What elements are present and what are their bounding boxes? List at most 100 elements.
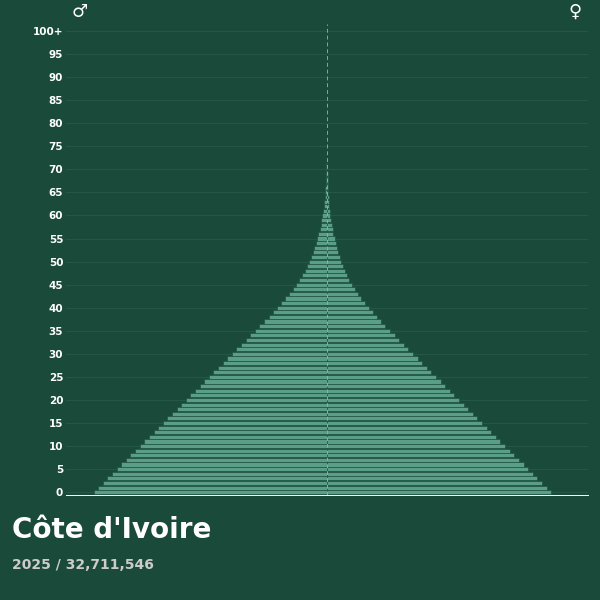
Bar: [311, 255, 327, 259]
Bar: [327, 416, 478, 421]
Bar: [327, 444, 505, 448]
Bar: [327, 481, 542, 485]
Bar: [200, 384, 327, 388]
Bar: [289, 292, 327, 296]
Bar: [327, 232, 334, 236]
Bar: [324, 200, 327, 203]
Bar: [327, 305, 369, 310]
Bar: [309, 259, 327, 263]
Bar: [326, 176, 327, 181]
Bar: [327, 181, 328, 185]
Bar: [327, 398, 459, 402]
Bar: [327, 278, 349, 282]
Bar: [320, 223, 327, 227]
Bar: [327, 490, 551, 494]
Bar: [327, 421, 482, 425]
Bar: [144, 439, 327, 443]
Bar: [245, 338, 327, 342]
Bar: [107, 476, 327, 481]
Bar: [327, 463, 524, 467]
Bar: [209, 375, 327, 379]
Bar: [94, 490, 327, 494]
Bar: [327, 301, 365, 305]
Bar: [327, 209, 330, 213]
Bar: [264, 319, 327, 323]
Bar: [327, 227, 332, 232]
Bar: [327, 356, 418, 361]
Text: Côte d'Ivoire: Côte d'Ivoire: [12, 516, 211, 544]
Bar: [327, 324, 385, 328]
Bar: [259, 324, 327, 328]
Bar: [327, 283, 352, 287]
Bar: [327, 269, 345, 273]
Bar: [327, 449, 509, 453]
Bar: [204, 379, 327, 383]
Bar: [327, 200, 329, 203]
Bar: [326, 172, 327, 176]
Bar: [327, 236, 335, 241]
Bar: [326, 167, 327, 172]
Bar: [327, 435, 496, 439]
Bar: [327, 310, 373, 314]
Bar: [327, 241, 335, 245]
Bar: [327, 329, 390, 333]
Bar: [299, 278, 327, 282]
Bar: [281, 301, 327, 305]
Bar: [293, 287, 327, 292]
Bar: [327, 287, 355, 292]
Bar: [232, 352, 327, 356]
Bar: [327, 264, 343, 268]
Bar: [195, 389, 327, 393]
Bar: [218, 365, 327, 370]
Bar: [322, 214, 327, 218]
Bar: [314, 245, 327, 250]
Bar: [327, 453, 514, 457]
Bar: [319, 232, 327, 236]
Bar: [327, 218, 331, 222]
Bar: [326, 181, 327, 185]
Bar: [98, 485, 327, 490]
Bar: [190, 393, 327, 397]
Bar: [327, 472, 533, 476]
Bar: [250, 334, 327, 337]
Bar: [325, 190, 327, 194]
Bar: [327, 379, 440, 383]
Bar: [154, 430, 327, 434]
Bar: [327, 245, 337, 250]
Bar: [327, 407, 468, 411]
Bar: [316, 241, 327, 245]
Bar: [227, 356, 327, 361]
Bar: [327, 190, 328, 194]
Bar: [269, 315, 327, 319]
Bar: [327, 425, 487, 430]
Bar: [140, 444, 327, 448]
Bar: [327, 384, 445, 388]
Bar: [327, 439, 500, 443]
Bar: [327, 319, 381, 323]
Bar: [158, 425, 327, 430]
Bar: [327, 403, 464, 407]
Bar: [255, 329, 327, 333]
Bar: [167, 416, 327, 421]
Bar: [149, 435, 327, 439]
Bar: [327, 274, 347, 277]
Bar: [327, 352, 413, 356]
Bar: [327, 195, 329, 199]
Bar: [327, 375, 436, 379]
Bar: [323, 204, 327, 208]
Bar: [327, 365, 427, 370]
Bar: [285, 296, 327, 301]
Bar: [327, 393, 454, 397]
Bar: [327, 430, 491, 434]
Bar: [327, 176, 328, 181]
Bar: [305, 269, 327, 273]
Bar: [327, 476, 538, 481]
Bar: [323, 209, 327, 213]
Bar: [273, 310, 327, 314]
Bar: [223, 361, 327, 365]
Bar: [163, 421, 327, 425]
Bar: [320, 227, 327, 232]
Bar: [327, 250, 338, 254]
Bar: [327, 361, 422, 365]
Bar: [116, 467, 327, 471]
